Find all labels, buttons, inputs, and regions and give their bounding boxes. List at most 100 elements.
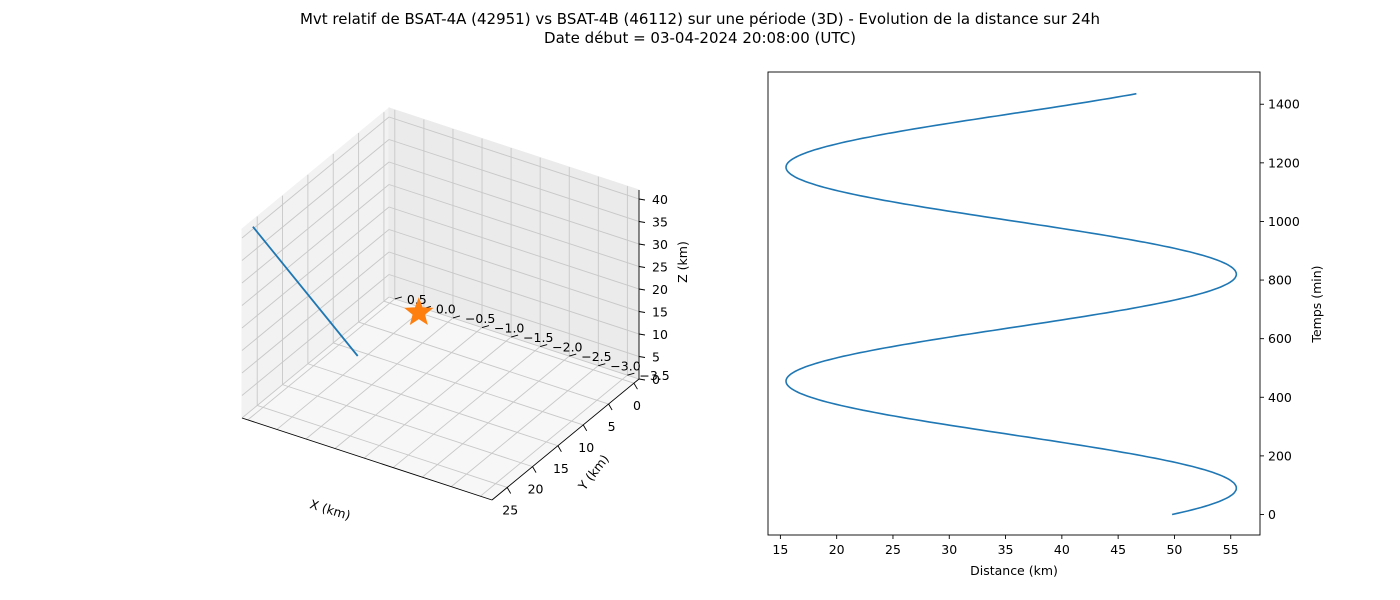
x-tick-label: 35 [998, 542, 1014, 557]
z-tick [638, 378, 646, 381]
y-tick-label: 400 [1268, 390, 1292, 405]
z-tick-label: 0 [652, 372, 660, 387]
grid-floor-x [333, 342, 584, 426]
grid-back-z [241, 139, 390, 261]
x-tick-label: 25 [502, 502, 518, 517]
grid-back-z [241, 274, 390, 396]
y-tick-label: 0 [1268, 507, 1276, 522]
x-tick [557, 445, 562, 452]
grid-back-z [241, 116, 390, 239]
y-tick-label: 1400 [1268, 97, 1300, 112]
z-tick-label: 20 [652, 282, 668, 297]
grid-floor-x [358, 321, 609, 405]
figure-title-line2: Date début = 03-04-2024 20:08:00 (UTC) [544, 29, 856, 47]
z-tick [638, 198, 646, 201]
z-tick-label: 15 [652, 305, 668, 320]
grid-floor-y [247, 298, 396, 421]
z-tick [638, 311, 646, 313]
z-tick [638, 333, 646, 336]
trajectory-line [252, 226, 359, 357]
z-tick-label: 10 [652, 327, 668, 342]
x-tick-label: 5 [608, 419, 616, 434]
y-tick-label: 1000 [1268, 214, 1300, 229]
y-tick [598, 363, 606, 367]
z-axis-label: Z (km) [675, 241, 690, 283]
chart-distance-evolution: 15 20 25 30 35 40 45 50 55 0 200 400 600 800 1000 1200 1… [767, 71, 1324, 578]
x-tick-label: 20 [528, 482, 544, 497]
x-tick [608, 403, 613, 411]
y-tick [540, 344, 548, 348]
x-tick-label: 55 [1223, 542, 1239, 557]
x-tick-label: 25 [885, 542, 901, 557]
grid-floor-y [392, 346, 541, 468]
grid-side-z [388, 139, 640, 222]
distance-curve [785, 92, 1238, 516]
x-tick-label: 15 [553, 461, 569, 476]
y-axis-line [491, 378, 640, 501]
figure-title-line1: Mvt relatif de BSAT-4A (42951) vs BSAT-4… [299, 10, 1101, 28]
grid-back-z [241, 296, 390, 419]
chart-3d-trajectory: 0 5 10 15 20 25 0.5 0.0 −0.5−1.0−1.5−2.0−2.5−3.0… [240, 106, 690, 523]
x-tick-label: 10 [578, 440, 594, 455]
y-tick-label: −3.0 [610, 359, 640, 374]
grid-side-z [388, 116, 640, 200]
y-tick-label: 0.0 [436, 301, 456, 316]
x-tick [532, 466, 537, 473]
grid-floor-x [307, 363, 559, 447]
y-axis-label: Temps (min) [1309, 265, 1324, 343]
grid-back-z [241, 184, 390, 306]
y-tick [569, 353, 577, 357]
y-tick-label: −1.5 [523, 330, 553, 345]
y-tick [627, 372, 635, 376]
grid-side-z [388, 296, 640, 380]
x-tick-label: 30 [941, 542, 957, 557]
z-tick [638, 221, 646, 223]
grid-floor-y [421, 355, 570, 478]
y-tick [510, 334, 519, 338]
z-tick-label: 5 [652, 350, 660, 365]
z-tick-label: 30 [652, 237, 668, 252]
z-tick-label: 35 [652, 215, 668, 230]
grid-side-z [388, 206, 640, 290]
y-tick-label: 800 [1268, 273, 1292, 288]
grid-side-z [388, 251, 640, 335]
z-tick [638, 288, 646, 291]
grid-side-z [388, 184, 640, 267]
x-axis-line [241, 417, 493, 501]
y-tick-label: 0.5 [407, 292, 427, 307]
grid-floor-y [276, 308, 425, 430]
z-tick-label: 40 [652, 192, 668, 207]
figure-title: Mvt relatif de BSAT-4A (42951) vs BSAT-4… [0, 10, 1400, 48]
x-axis-label: X (km) [308, 496, 352, 523]
grid-floor-y [363, 336, 512, 459]
grid-back-z [241, 229, 390, 351]
grid-floor-y [480, 374, 628, 497]
y-tick-label: 200 [1268, 448, 1292, 463]
y-tick [452, 315, 461, 319]
grid-floor-y [305, 317, 454, 440]
y-axis-label: Y (km) [574, 452, 612, 494]
grid-side-z [388, 161, 640, 245]
y-tick-label: −3.5 [639, 368, 669, 383]
grid-floor-y [334, 327, 483, 449]
y-tick-label: 1200 [1268, 155, 1300, 170]
x-tick [582, 424, 588, 432]
origin-star-marker [404, 297, 434, 326]
grid-side-z [388, 229, 640, 312]
y-tick-label: −1.0 [494, 321, 524, 336]
grid-back-z [241, 161, 390, 284]
x-tick-label: 0 [633, 398, 641, 413]
x-tick-label: 40 [1054, 542, 1070, 557]
z-tick [638, 243, 646, 246]
grid-floor-x [282, 384, 533, 468]
x-tick-label: 50 [1166, 542, 1182, 557]
y-tick [394, 296, 402, 300]
grid-back-z [241, 206, 390, 329]
y-tick-label: −2.5 [581, 349, 611, 364]
z-tick [638, 356, 646, 358]
x-tick [633, 382, 638, 390]
x-tick [506, 487, 512, 494]
x-tick-label: 20 [829, 542, 845, 557]
x-axis-label: Distance (km) [970, 563, 1058, 578]
grid-floor-x [257, 405, 508, 488]
